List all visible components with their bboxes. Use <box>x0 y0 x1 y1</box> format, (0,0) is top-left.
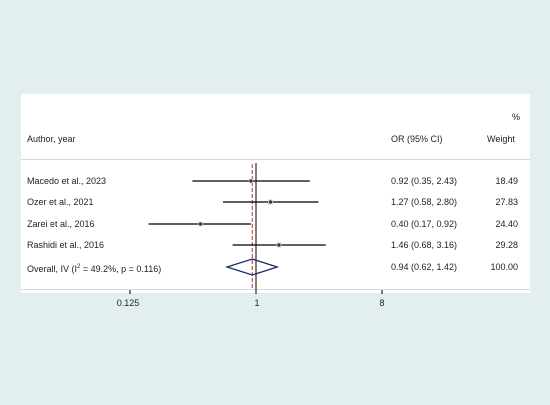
study-label-3: Zarei et al., 2016 <box>27 219 95 229</box>
point-estimate-1 <box>249 179 253 183</box>
overall-label-post: = 49.2%, p = 0.116) <box>80 264 162 274</box>
ci-col-header: OR (95% CI) <box>391 134 443 144</box>
ci-text-2: 1.27 (0.58, 2.80) <box>391 197 458 207</box>
ci-text-4: 1.46 (0.68, 3.16) <box>391 240 458 250</box>
study-label-1: Macedo et al., 2023 <box>27 176 107 186</box>
overall-label-pre: Overall, IV (I <box>27 264 78 274</box>
weight-text-1: 18.49 <box>495 176 518 186</box>
ci-text-1: 0.92 (0.35, 2.43) <box>391 176 458 186</box>
point-estimate-2 <box>268 200 273 204</box>
overall-diamond <box>224 258 280 276</box>
study-col-header: Author, year <box>27 134 76 144</box>
study-label-4: Rashidi et al., 2016 <box>27 240 105 250</box>
x-tick-label-2: 1 <box>254 298 260 308</box>
weight-text-3: 24.40 <box>495 219 518 229</box>
ci-text-3: 0.40 (0.17, 0.92) <box>391 219 458 229</box>
point-estimate-4 <box>277 243 281 247</box>
study-label-2: Ozer et al., 2021 <box>27 197 94 207</box>
overall-label: Overall, IV (I2 = 49.2%, p = 0.116) <box>27 262 161 275</box>
weight-col-header: Weight <box>487 134 515 144</box>
overall-ci-text: 0.94 (0.62, 1.42) <box>391 262 458 272</box>
point-estimate-3 <box>198 222 203 226</box>
x-tick-label-1: 0.125 <box>116 298 140 308</box>
weight-col-unit: % <box>512 112 521 122</box>
overall-weight-text: 100.00 <box>490 262 518 272</box>
weight-text-4: 29.28 <box>495 240 518 250</box>
plot-area <box>21 94 530 293</box>
overall-label-sup: 2 <box>77 264 81 270</box>
weight-text-2: 27.83 <box>495 197 518 207</box>
x-tick-label-3: 8 <box>379 298 385 308</box>
